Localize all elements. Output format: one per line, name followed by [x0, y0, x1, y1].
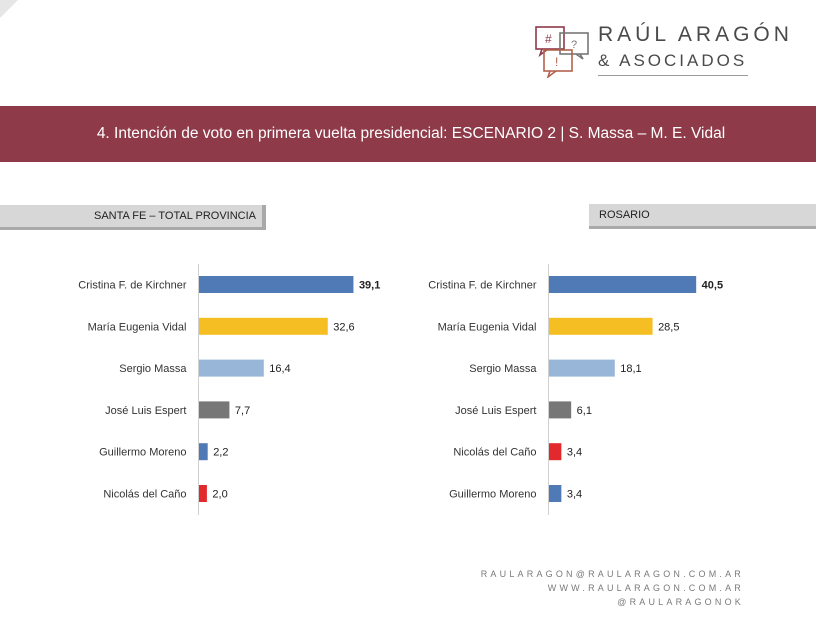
- value-label-cristina-f-de-kirchner: 39,1: [359, 280, 380, 292]
- footer-contact: RAULARAGON@RAULARAGON.COM.AR WWW.RAULARA…: [481, 567, 744, 609]
- brand-logo: # ? ! RAÚL ARAGÓN & ASOCIADOS: [530, 22, 810, 82]
- category-label-jose-luis-espert: José Luis Espert: [105, 405, 186, 417]
- section-label-edge: [262, 205, 266, 230]
- bar-guillermo-moreno: [199, 443, 208, 461]
- logo-question: ?: [571, 39, 577, 51]
- bar-nicolas-del-cano: [549, 443, 562, 461]
- footer-email[interactable]: RAULARAGON@RAULARAGON.COM.AR: [480, 569, 744, 579]
- bar-sergio-massa: [549, 359, 615, 377]
- category-label-maria-eugenia-vidal: María Eugenia Vidal: [438, 321, 537, 333]
- bar-cristina-f-de-kirchner: [549, 276, 697, 293]
- category-label-guillermo-moreno: Guillermo Moreno: [99, 447, 186, 459]
- bar-jose-luis-espert: [199, 401, 230, 419]
- category-label-maria-eugenia-vidal: María Eugenia Vidal: [88, 321, 187, 333]
- category-label-jose-luis-espert: José Luis Espert: [455, 405, 536, 417]
- category-label-guillermo-moreno: Guillermo Moreno: [449, 489, 536, 501]
- corner-fold-decoration: [0, 0, 18, 18]
- section-label-rosario-text: ROSARIO: [599, 209, 650, 221]
- value-label-jose-luis-espert: 7,7: [235, 405, 250, 417]
- footer-website[interactable]: WWW.RAULARAGON.COM.AR: [547, 583, 744, 593]
- value-label-nicolas-del-cano: 3,4: [567, 447, 582, 459]
- page-title: 4. Intención de voto en primera vuelta p…: [96, 125, 726, 142]
- speech-bubbles-icon: # ? !: [535, 26, 589, 78]
- value-label-sergio-massa: 16,4: [269, 363, 290, 375]
- category-label-nicolas-del-cano: Nicolás del Caño: [103, 489, 186, 501]
- logo-hash: #: [545, 32, 552, 46]
- section-label-rosario: ROSARIO: [589, 204, 816, 229]
- section-label-santa-fe-text: SANTA FE – TOTAL PROVINCIA: [94, 210, 256, 222]
- brand-subtitle: & ASOCIADOS: [598, 51, 748, 70]
- category-label-nicolas-del-cano: Nicolás del Caño: [453, 447, 536, 459]
- bar-nicolas-del-cano: [199, 485, 207, 502]
- bar-guillermo-moreno: [549, 485, 562, 502]
- bar-sergio-massa: [199, 359, 264, 377]
- chart-rosario: Cristina F. de Kirchner 40,5 María Eugenia…: [428, 264, 723, 515]
- bar-cristina-f-de-kirchner: [199, 276, 354, 293]
- category-label-cristina-f-de-kirchner: Cristina F. de Kirchner: [78, 280, 187, 292]
- title-banner: 4. Intención de voto en primera vuelta p…: [0, 106, 816, 162]
- value-label-guillermo-moreno: 3,4: [567, 489, 582, 501]
- category-label-sergio-massa: Sergio Massa: [469, 363, 537, 375]
- category-label-sergio-massa: Sergio Massa: [119, 363, 187, 375]
- value-label-maria-eugenia-vidal: 32,6: [333, 321, 354, 333]
- value-label-maria-eugenia-vidal: 28,5: [658, 321, 679, 333]
- value-label-jose-luis-espert: 6,1: [577, 405, 592, 417]
- logo-exclamation: !: [555, 55, 558, 69]
- brand-underline: [598, 75, 748, 76]
- value-label-sergio-massa: 18,1: [620, 363, 641, 375]
- bar-jose-luis-espert: [549, 401, 572, 419]
- value-label-nicolas-del-cano: 2,0: [212, 489, 227, 501]
- bar-maria-eugenia-vidal: [549, 317, 653, 335]
- value-label-cristina-f-de-kirchner: 40,5: [702, 280, 723, 292]
- brand-name: RAÚL ARAGÓN: [598, 23, 793, 46]
- section-label-santa-fe: SANTA FE – TOTAL PROVINCIA: [0, 205, 266, 230]
- chart-santa-fe: Cristina F. de Kirchner 39,1 María Eugenia…: [78, 264, 380, 515]
- value-label-guillermo-moreno: 2,2: [213, 447, 228, 459]
- category-label-cristina-f-de-kirchner: Cristina F. de Kirchner: [428, 280, 537, 292]
- bar-maria-eugenia-vidal: [199, 317, 328, 335]
- footer-social[interactable]: @RAULARAGONOK: [617, 597, 744, 607]
